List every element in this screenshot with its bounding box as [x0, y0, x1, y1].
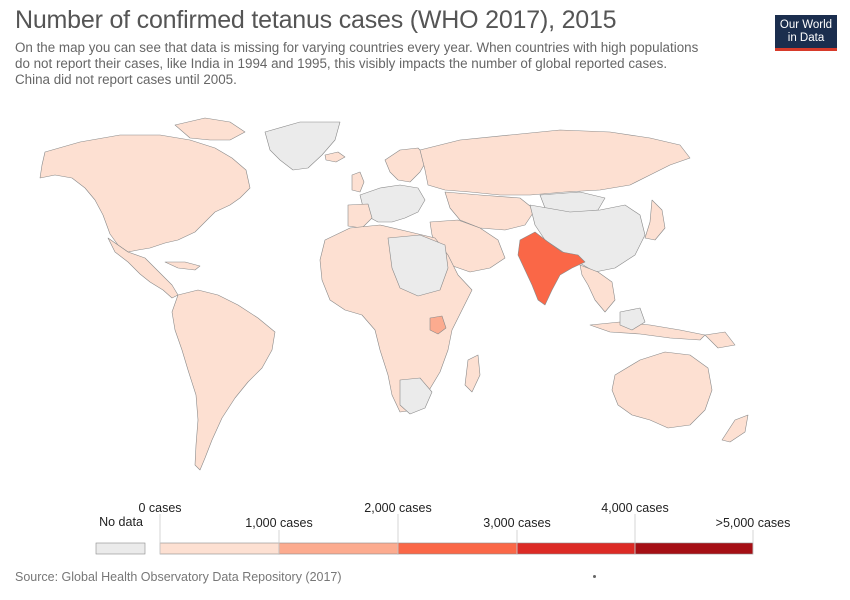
subtitle-line: China did not report cases until 2005. — [15, 72, 237, 87]
legend-label-1000: 1,000 cases — [245, 516, 312, 530]
logo-line-2: in Data — [787, 32, 825, 44]
region-arctic-islands[interactable] — [174, 117, 246, 141]
region-russia[interactable] — [419, 129, 691, 196]
legend-label-2000: 2,000 cases — [364, 501, 431, 515]
region-uk[interactable] — [351, 171, 365, 193]
subtitle-line: On the map you can see that data is miss… — [15, 40, 699, 55]
legend-label-5000-plus: >5,000 cases — [716, 516, 791, 530]
region-caribbean[interactable] — [164, 261, 201, 271]
region-australia[interactable] — [611, 351, 713, 429]
region-north-africa-nodata[interactable] — [387, 234, 449, 297]
region-papua-new-guinea[interactable] — [704, 331, 736, 349]
region-southern-africa-nodata[interactable] — [399, 377, 433, 415]
legend-swatch-bin-3[interactable] — [397, 542, 518, 555]
region-greenland[interactable] — [264, 121, 341, 171]
logo-accent-bar — [775, 48, 837, 51]
region-borneo[interactable] — [619, 307, 646, 331]
legend-label-0: 0 cases — [138, 501, 181, 515]
map-legend: No data 0 cases 1,000 cases 2,000 cases … — [95, 501, 791, 555]
legend-label-3000: 3,000 cases — [483, 516, 550, 530]
region-central-america[interactable] — [107, 237, 179, 299]
legend-label-4000: 4,000 cases — [601, 501, 668, 515]
timeline-dot — [593, 575, 596, 578]
region-scandinavia[interactable] — [384, 147, 429, 183]
countries-layer — [39, 117, 749, 471]
logo-line-1: Our World — [779, 19, 833, 31]
source-note: Source: Global Health Observatory Data R… — [15, 570, 342, 584]
region-western-europe[interactable] — [359, 184, 426, 223]
region-japan[interactable] — [644, 199, 666, 241]
region-iberia[interactable] — [347, 203, 373, 229]
region-new-zealand[interactable] — [721, 414, 749, 443]
legend-swatch-bin-1[interactable] — [159, 542, 280, 555]
region-india[interactable] — [517, 231, 586, 306]
subtitle-line: do not report their cases, like India in… — [15, 56, 668, 71]
legend-swatch-bin-2[interactable] — [278, 542, 399, 555]
legend-swatch-bin-4[interactable] — [516, 542, 636, 555]
legend-label-no-data: No data — [99, 515, 143, 529]
legend-swatch-bin-5[interactable] — [634, 542, 754, 555]
chart-title: Number of confirmed tetanus cases (WHO 2… — [15, 6, 617, 34]
region-central-asia[interactable] — [444, 191, 536, 231]
region-iceland[interactable] — [324, 151, 346, 163]
region-uganda[interactable] — [429, 315, 447, 335]
region-indonesia[interactable] — [589, 321, 706, 341]
region-madagascar[interactable] — [464, 354, 481, 393]
region-north-america[interactable] — [39, 134, 251, 253]
owid-logo[interactable]: Our World in Data — [775, 15, 837, 51]
chart-subtitle: On the map you can see that data is miss… — [15, 40, 775, 88]
legend-swatch-no-data[interactable] — [95, 542, 146, 555]
region-southeast-asia[interactable] — [579, 264, 616, 313]
region-south-america[interactable] — [171, 289, 276, 471]
